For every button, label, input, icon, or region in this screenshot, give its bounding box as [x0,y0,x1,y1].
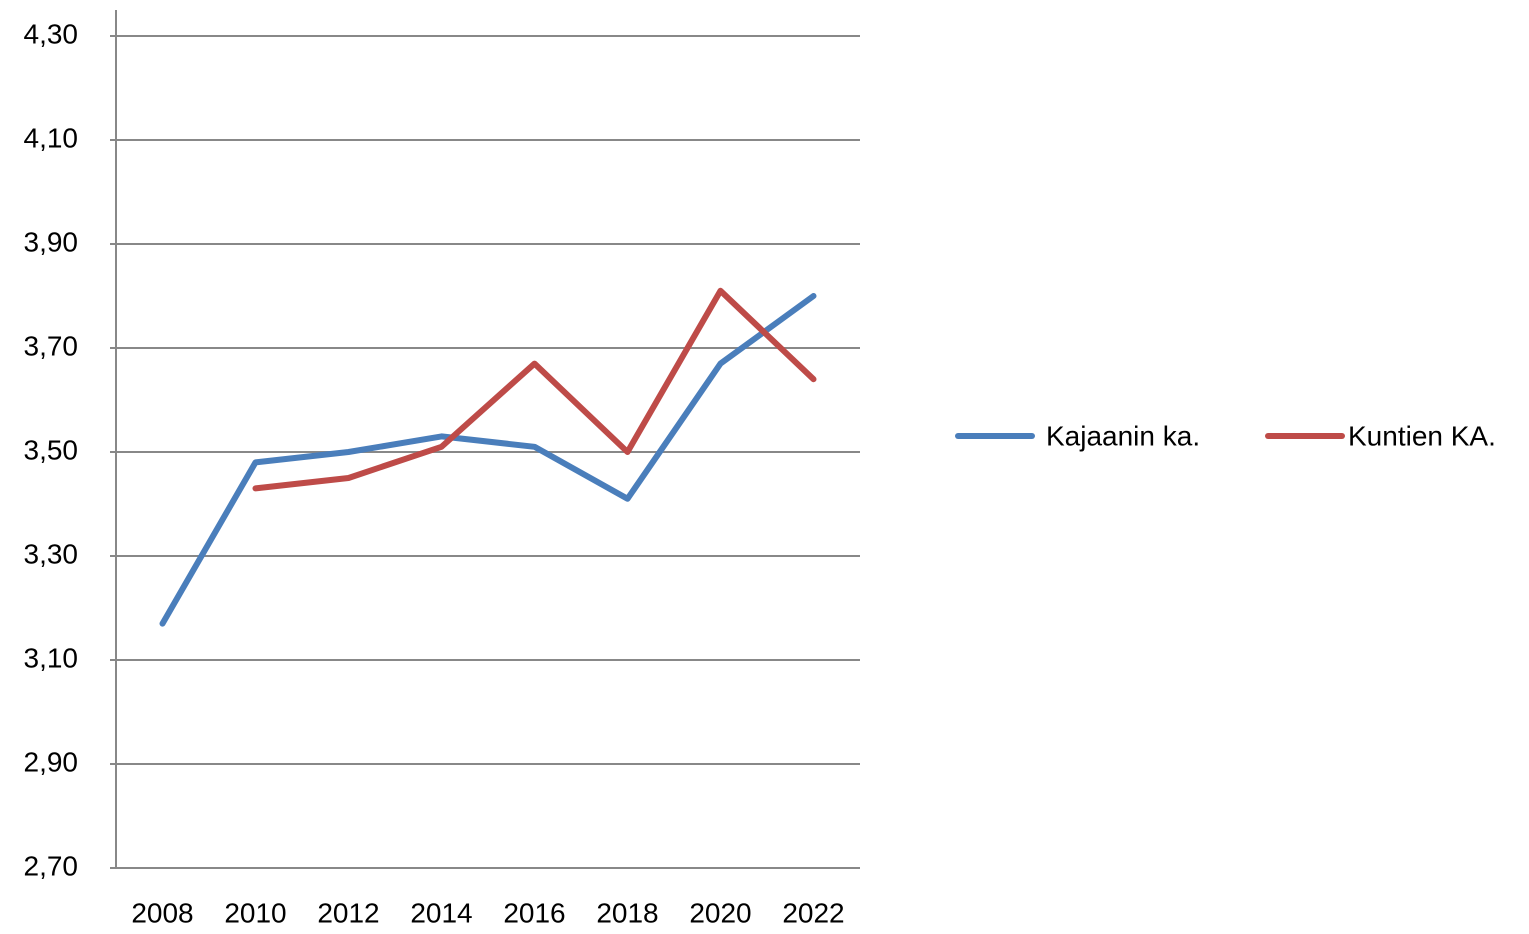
x-tick-label: 2022 [782,897,844,928]
y-tick-label: 4,30 [24,18,79,49]
y-tick-label: 3,50 [24,434,79,465]
y-tick-label: 2,90 [24,746,79,777]
legend-label: Kuntien KA. [1348,420,1496,451]
x-tick-label: 2016 [503,897,565,928]
legend-label: Kajaanin ka. [1046,420,1200,451]
y-tick-label: 3,70 [24,330,79,361]
y-tick-label: 3,30 [24,538,79,569]
series-line [159,293,817,627]
y-tick-label: 2,70 [24,850,79,881]
series-line [252,287,817,492]
x-tick-label: 2014 [410,897,472,928]
x-tick-label: 2010 [224,897,286,928]
x-tick-label: 2008 [131,897,193,928]
y-tick-label: 3,10 [24,642,79,673]
y-tick-label: 3,90 [24,226,79,257]
x-tick-label: 2012 [317,897,379,928]
y-tick-label: 4,10 [24,122,79,153]
x-tick-label: 2020 [689,897,751,928]
x-tick-label: 2018 [596,897,658,928]
